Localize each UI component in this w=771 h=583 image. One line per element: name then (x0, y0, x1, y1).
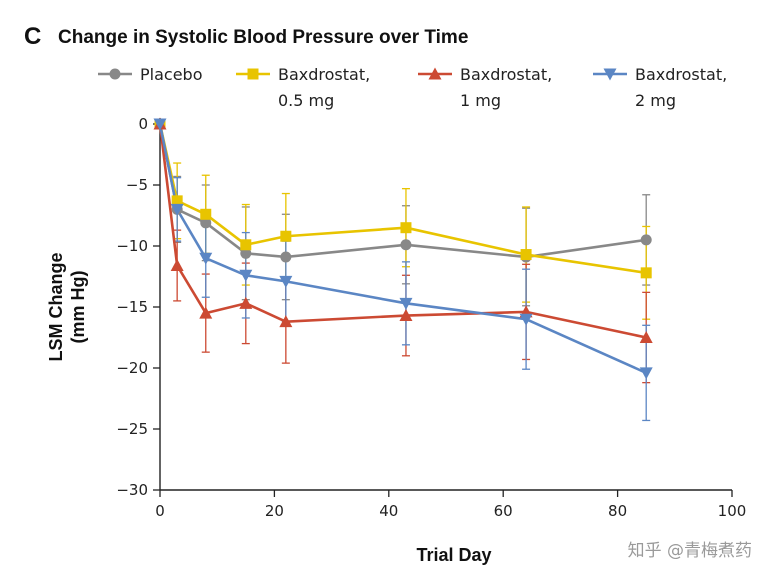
y-tick-label: −15 (116, 298, 148, 316)
data-point (239, 296, 253, 309)
series-line-0 (158, 123, 647, 259)
data-point (519, 313, 533, 326)
data-point (240, 239, 252, 251)
series-line-3 (158, 123, 647, 375)
data-point (280, 230, 292, 242)
legend-label: Placebo (140, 65, 202, 84)
watermark: 知乎 @青梅煮药 (628, 541, 752, 561)
panel-letter: C (24, 23, 41, 50)
y-axis-title: LSM Change (mm Hg) (46, 252, 88, 361)
legend-label: 0.5 mg (278, 91, 334, 110)
data-point (170, 203, 184, 216)
legend-swatch-marker (109, 68, 121, 80)
legend-swatch-marker (428, 67, 442, 80)
x-axis-title: Trial Day (416, 545, 491, 565)
y-tick-label: −25 (116, 420, 148, 438)
legend-label: Baxdrostat, (635, 65, 727, 84)
legend-label: Baxdrostat, (460, 65, 552, 84)
data-point (279, 275, 293, 288)
data-point (239, 269, 253, 282)
chart-title: Change in Systolic Blood Pressure over T… (58, 27, 468, 48)
legend-item-3: Baxdrostat, 2 mg (593, 65, 727, 110)
data-point (279, 315, 293, 328)
data-point (400, 222, 412, 234)
legend-label: Baxdrostat, (278, 65, 370, 84)
data-point (200, 217, 212, 229)
data-point (640, 267, 652, 279)
data-point (240, 247, 252, 259)
y-axis-title-line-1: LSM Change (46, 252, 66, 361)
data-point (199, 306, 213, 319)
y-axis-title-line-2: (mm Hg) (68, 271, 88, 344)
axes: 0 −5 −10 −15 −20 −25 −30 0 20 40 60 80 100 (116, 115, 746, 520)
error-bars (173, 162, 651, 422)
data-point (640, 234, 652, 246)
legend-swatch-marker (247, 68, 259, 80)
data-point (639, 331, 653, 343)
x-tick-label: 80 (608, 502, 627, 520)
data-point (200, 208, 212, 220)
y-tick-label: −10 (116, 237, 148, 255)
data-point (170, 259, 184, 272)
legend-label: 2 mg (635, 91, 676, 110)
data-point (520, 249, 532, 261)
data-point (280, 251, 292, 263)
legend-label: 1 mg (460, 91, 501, 110)
legend-item-1: Baxdrostat, 0.5 mg (236, 65, 370, 110)
x-tick-label: 20 (265, 502, 284, 520)
data-point (400, 239, 412, 251)
data-point (639, 367, 653, 380)
series-markers (153, 117, 653, 380)
y-tick-label: −20 (116, 359, 148, 377)
y-tick-label: −30 (116, 481, 148, 499)
legend-item-0: Placebo (98, 65, 202, 84)
data-point (399, 309, 413, 322)
plot-area: 0 −5 −10 −15 −20 −25 −30 0 20 40 60 80 100 (116, 115, 746, 520)
y-tick-label: −5 (126, 176, 148, 194)
x-tick-label: 60 (494, 502, 513, 520)
x-tick-label: 100 (718, 502, 747, 520)
x-tick-label: 40 (379, 502, 398, 520)
data-point (171, 195, 183, 207)
legend-swatch-marker (603, 68, 617, 81)
data-point (153, 118, 167, 131)
data-point (399, 297, 413, 310)
legend-item-2: Baxdrostat, 1 mg (418, 65, 552, 110)
series-line-2 (158, 123, 647, 339)
x-tick-label: 0 (155, 502, 165, 520)
y-tick-label: 0 (138, 115, 148, 133)
data-point (199, 252, 213, 265)
